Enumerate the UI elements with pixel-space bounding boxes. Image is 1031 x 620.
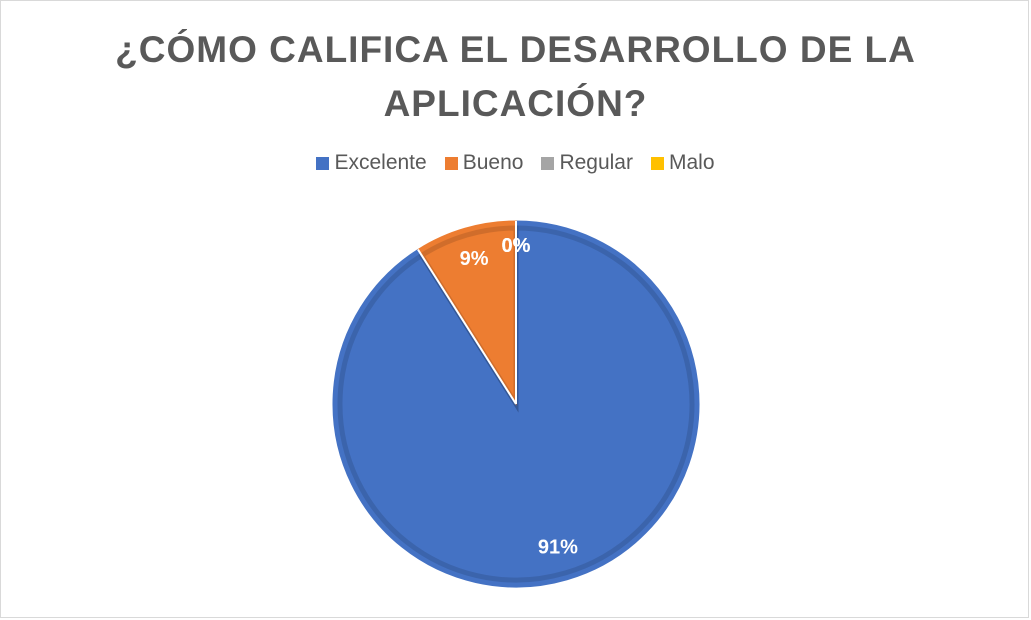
pie-slice-divider-bueno [417,248,517,405]
pie-slices [332,220,700,588]
legend: Excelente Bueno Regular Malo [1,151,1030,175]
legend-item-regular: Regular [541,151,633,175]
data-label-excelente: 91% [538,536,578,558]
legend-label-malo: Malo [668,151,715,174]
legend-item-malo: Malo [650,151,715,175]
data-label-regular: 0% [502,235,531,257]
legend-swatch-excelente [316,156,330,170]
legend-item-bueno: Bueno [444,151,524,175]
legend-swatch-bueno [444,156,458,170]
chart-title: ¿CÓMO CALIFICA EL DESARROLLO DE LA APLIC… [1,23,1030,131]
legend-label-regular: Regular [559,151,633,174]
legend-swatch-regular [541,156,555,170]
pie-slice-edge-excelente [337,225,695,583]
chart-title-line-1: ¿CÓMO CALIFICA EL DESARROLLO DE LA [115,29,916,70]
legend-swatch-malo [650,156,664,170]
pie-slice-bueno [417,220,517,406]
data-label-bueno: 9% [460,248,489,270]
legend-label-excelente: Excelente [334,151,427,174]
legend-item-excelente: Excelente [316,151,427,175]
chart-title-line-2: APLICACIÓN? [383,83,648,124]
legend-label-bueno: Bueno [462,151,524,174]
pie-data-labels: 91%9%0%0% [460,235,578,558]
data-label-malo: 0% [502,235,531,257]
pie-slice-edge-bueno [418,225,519,413]
